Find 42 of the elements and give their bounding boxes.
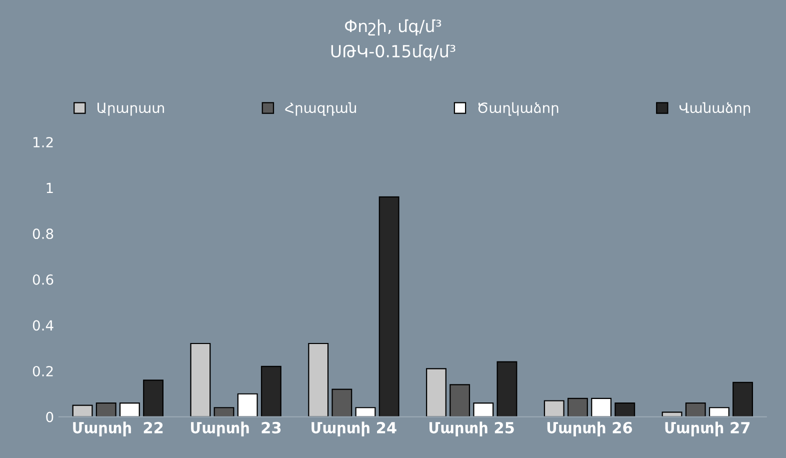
x-tick-label: Մարտի 27: [665, 422, 750, 436]
x-tick-label: Մարտի 22: [73, 422, 163, 436]
bar: [237, 393, 258, 417]
legend-label: Արարատ: [98, 102, 164, 116]
bar: [473, 402, 494, 417]
bar: [143, 380, 164, 417]
bar: [426, 368, 446, 417]
bar: [332, 388, 352, 417]
x-tick-label: Մարտի 25: [429, 422, 514, 436]
chart-title: Փոշի, մգ/մ³: [345, 19, 442, 36]
y-tick-label: 0.2: [32, 366, 53, 376]
y-tick-label: 1: [46, 182, 53, 194]
legend-label: Ծաղկաձոր: [478, 102, 558, 116]
bar: [591, 398, 612, 417]
bar: [708, 407, 730, 417]
bar: [685, 402, 706, 417]
bar: [567, 398, 588, 417]
bar: [614, 402, 636, 417]
x-tick-label: Մարտի 23: [191, 422, 281, 436]
bar: [260, 366, 282, 417]
y-tick-label: 0.4: [32, 320, 54, 331]
bar: [496, 361, 518, 417]
y-tick-label: 1.2: [34, 136, 53, 148]
x-tick-label: Մարտի 24: [312, 422, 396, 436]
bar: [96, 402, 116, 417]
bar: [450, 384, 470, 417]
bar: [190, 342, 211, 417]
y-tick-label: 0.8: [32, 228, 54, 240]
chart-subtitle: ՍԹԿ-0.15մգ/մ³: [331, 44, 456, 61]
legend-label: Վանաձոր: [680, 102, 750, 116]
bar: [732, 382, 753, 417]
x-tick-label: Մարտի 26: [547, 422, 632, 436]
bar: [72, 404, 93, 417]
y-tick-label: 0: [46, 412, 54, 422]
bar: [355, 407, 376, 417]
legend-label: Հրազդան: [285, 102, 356, 116]
y-tick-label: 0.6: [32, 274, 54, 285]
bar: [378, 196, 400, 417]
bar: [214, 407, 234, 417]
bar: [119, 402, 140, 417]
bar: [544, 400, 564, 417]
bar: [308, 342, 329, 417]
